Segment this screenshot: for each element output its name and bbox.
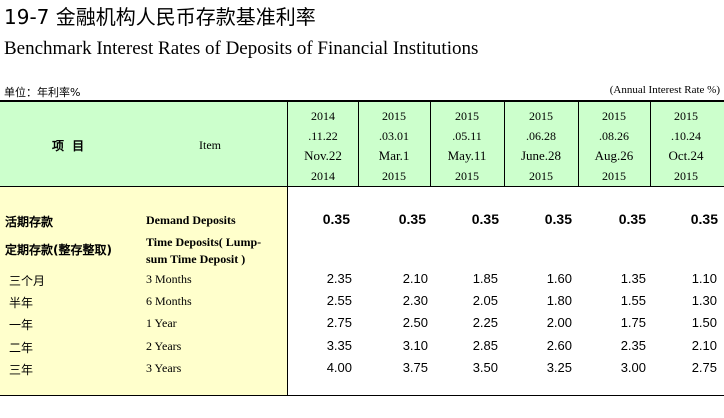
table-cell: 2.35 xyxy=(326,271,352,286)
column-year-bottom: 2014 xyxy=(311,169,335,183)
column-header: 2015 .03.01 Mar.1 2015 xyxy=(358,106,430,186)
table-cell: 1.55 xyxy=(620,293,646,308)
table-cell: 1.50 xyxy=(691,315,717,330)
table-cell: 1.35 xyxy=(620,271,646,286)
row-label-chinese: 定期存款(整存整取) xyxy=(5,243,112,257)
column-year-bottom: 2015 xyxy=(602,169,626,183)
row-label-chinese: 三年 xyxy=(9,363,34,377)
row-label-english: 1 Year xyxy=(146,316,177,330)
column-header: 2014 .11.22 Nov.22 2014 xyxy=(287,106,359,186)
column-divider xyxy=(504,102,505,187)
table-cell: 1.30 xyxy=(691,293,717,308)
column-date-code: .05.11 xyxy=(452,129,482,143)
table-top-rule xyxy=(0,100,724,102)
column-date-english: Nov.22 xyxy=(304,148,342,163)
column-date-code: .10.24 xyxy=(671,129,701,143)
row-label-chinese: 半年 xyxy=(9,296,34,310)
table-cell: 3.00 xyxy=(620,360,646,375)
table-cell: 2.75 xyxy=(691,360,717,375)
column-year-bottom: 2015 xyxy=(529,169,553,183)
column-divider xyxy=(430,102,431,187)
row-label-chinese: 二年 xyxy=(9,341,34,355)
table-cell: 0.35 xyxy=(398,211,426,227)
table-cell: 1.75 xyxy=(620,315,646,330)
column-year-bottom: 2015 xyxy=(382,169,406,183)
column-year-top: 2015 xyxy=(382,109,406,123)
table-cell: 0.35 xyxy=(322,211,350,227)
table-cell: 4.00 xyxy=(326,360,352,375)
table-cell: 0.35 xyxy=(471,211,499,227)
column-divider xyxy=(358,102,359,187)
column-date-code: .11.22 xyxy=(308,129,338,143)
column-date-english: Oct.24 xyxy=(668,148,704,163)
unit-label-english: (Annual Interest Rate %) xyxy=(609,84,720,96)
row-label-chinese: 活期存款 xyxy=(5,215,54,229)
table-cell: 0.35 xyxy=(544,211,572,227)
column-header: 2015 .08.26 Aug.26 2015 xyxy=(578,106,650,186)
column-year-top: 2015 xyxy=(529,109,553,123)
unit-label-chinese: 单位：年利率% xyxy=(4,86,81,99)
header-item-english: Item xyxy=(199,138,221,152)
table-cell: 3.35 xyxy=(326,338,352,353)
table-cell: 2.30 xyxy=(402,293,428,308)
table-cell: 2.85 xyxy=(472,338,498,353)
table-cell: 2.50 xyxy=(402,315,428,330)
table-cell: 2.10 xyxy=(402,271,428,286)
table-header-rule xyxy=(0,186,724,187)
row-label-english-continued: sum Time Deposit ) xyxy=(146,252,246,266)
table-cell: 0.35 xyxy=(690,211,718,227)
table-cell: 3.75 xyxy=(402,360,428,375)
column-year-bottom: 2015 xyxy=(455,169,479,183)
table-cell: 3.50 xyxy=(472,360,498,375)
column-divider xyxy=(287,102,288,396)
table-cell: 2.25 xyxy=(472,315,498,330)
column-date-code: .08.26 xyxy=(599,129,629,143)
item-column-band xyxy=(0,187,287,396)
table-cell: 3.10 xyxy=(402,338,428,353)
header-item-chinese: 项 目 xyxy=(52,139,87,153)
column-year-top: 2015 xyxy=(674,109,698,123)
column-divider xyxy=(650,102,651,187)
column-date-code: .06.28 xyxy=(526,129,556,143)
row-label-english: 3 Months xyxy=(146,272,192,286)
table-cell: 2.60 xyxy=(546,338,572,353)
row-label-english: Demand Deposits xyxy=(146,213,236,227)
table-cell: 1.80 xyxy=(546,293,572,308)
table-cell: 2.05 xyxy=(472,293,498,308)
table-cell: 2.75 xyxy=(326,315,352,330)
page-title-chinese: 19-7 金融机构人民币存款基准利率 xyxy=(4,5,316,29)
table-cell: 1.85 xyxy=(472,271,498,286)
column-header: 2015 .06.28 June.28 2015 xyxy=(505,106,577,186)
table-bottom-rule xyxy=(0,395,724,396)
table-cell: 1.10 xyxy=(691,271,717,286)
column-year-top: 2014 xyxy=(311,109,335,123)
column-divider xyxy=(578,102,579,187)
table-cell: 1.60 xyxy=(546,271,572,286)
page-title-english: Benchmark Interest Rates of Deposits of … xyxy=(4,38,479,59)
table-cell: 3.25 xyxy=(546,360,572,375)
table-cell: 2.10 xyxy=(691,338,717,353)
row-label-chinese: 三个月 xyxy=(9,274,46,288)
table-cell: 0.35 xyxy=(618,211,646,227)
column-date-english: Aug.26 xyxy=(594,148,634,163)
column-date-code: .03.01 xyxy=(379,129,409,143)
column-date-english: June.28 xyxy=(520,148,562,163)
column-header: 2015 .10.24 Oct.24 2015 xyxy=(650,106,722,186)
column-year-top: 2015 xyxy=(455,109,479,123)
column-date-english: Mar.1 xyxy=(378,148,410,163)
row-label-chinese: 一年 xyxy=(9,318,34,332)
row-label-english: 3 Years xyxy=(146,361,182,375)
column-year-bottom: 2015 xyxy=(674,169,698,183)
row-label-english: 6 Months xyxy=(146,294,192,308)
table-cell: 2.35 xyxy=(620,338,646,353)
column-year-top: 2015 xyxy=(602,109,626,123)
column-header: 2015 .05.11 May.11 2015 xyxy=(431,106,503,186)
row-label-english: Time Deposits( Lump- xyxy=(146,235,262,249)
table-header-band xyxy=(0,102,724,187)
row-label-english: 2 Years xyxy=(146,339,182,353)
column-date-english: May.11 xyxy=(447,148,487,163)
table-cell: 2.55 xyxy=(326,293,352,308)
table-cell: 2.00 xyxy=(546,315,572,330)
